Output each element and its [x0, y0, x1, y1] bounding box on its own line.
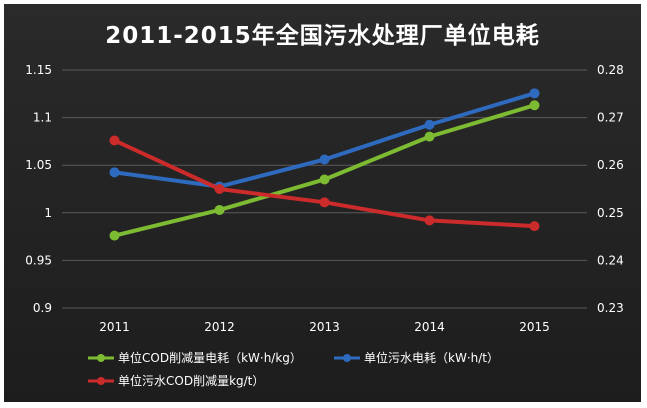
series-point — [529, 100, 540, 111]
x-tick-label: 2014 — [414, 320, 445, 334]
left-tick-label: 1.15 — [25, 63, 52, 77]
x-tick-label: 2013 — [309, 320, 340, 334]
left-tick-label: 1 — [44, 206, 52, 220]
chart-title: 2011-2015年全国污水处理厂单位电耗 — [105, 23, 540, 49]
series-point — [319, 197, 330, 208]
series-point — [109, 135, 120, 146]
legend-marker-blue — [334, 353, 360, 362]
right-tick-label: 0.26 — [597, 158, 624, 172]
chart-frame: 0.9 0.95 1 1.05 1.1 1.15 0.23 0.24 0.25 0.26 0.27 0… — [4, 4, 641, 402]
series-point — [529, 88, 540, 99]
left-tick-label: 0.9 — [33, 301, 52, 315]
x-tick-label: 2012 — [204, 320, 235, 334]
series-point — [424, 215, 435, 226]
series-point — [214, 204, 225, 215]
legend-label: 单位污水电耗（kW·h/t） — [364, 351, 499, 365]
series-point — [319, 154, 330, 165]
legend-item-cod-energy: 单位COD削减量电耗（kW·h/kg） — [88, 349, 302, 366]
legend-marker-green — [88, 353, 114, 362]
series-point — [109, 167, 120, 178]
left-tick-label: 1.1 — [33, 111, 52, 125]
series-point — [529, 221, 540, 232]
legend-label: 单位污水COD削减量kg/t） — [118, 374, 265, 388]
x-tick-label: 2015 — [519, 320, 550, 334]
legend-item-cod-removal: 单位污水COD削减量kg/t） — [88, 372, 264, 389]
right-tick-label: 0.28 — [597, 63, 624, 77]
left-tick-label: 0.95 — [25, 253, 52, 267]
right-tick-label: 0.27 — [597, 111, 624, 125]
left-tick-label: 1.05 — [25, 158, 52, 172]
series-point — [319, 174, 330, 185]
chart-plot: 0.9 0.95 1 1.05 1.1 1.15 0.23 0.24 0.25 0.26 0.27 0… — [4, 4, 641, 402]
legend-marker-red — [88, 376, 114, 385]
series-point — [214, 184, 225, 194]
x-tick-label: 2011 — [99, 320, 130, 334]
legend-label: 单位COD削减量电耗（kW·h/kg） — [118, 351, 302, 365]
series-point — [424, 131, 435, 142]
right-tick-label: 0.24 — [597, 253, 624, 267]
right-tick-label: 0.23 — [597, 301, 624, 315]
right-tick-label: 0.25 — [597, 206, 624, 220]
series-point — [109, 230, 120, 241]
series-point — [424, 119, 435, 130]
legend-item-water-energy: 单位污水电耗（kW·h/t） — [334, 349, 499, 366]
